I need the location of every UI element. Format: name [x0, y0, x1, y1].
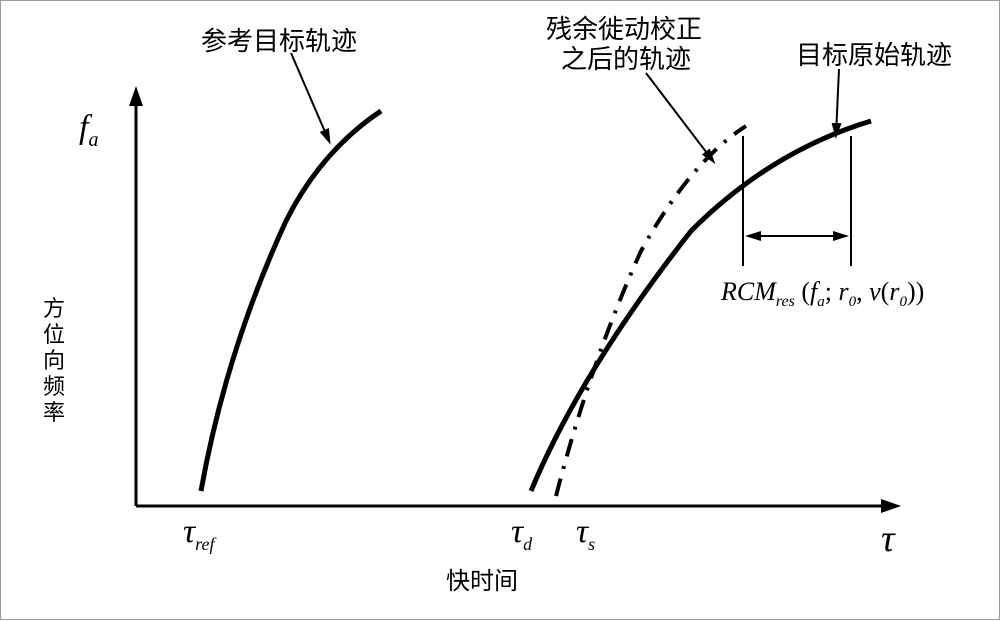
reference-trajectory-curve [201, 111, 381, 491]
corrected-leader-line [646, 73, 713, 161]
tau-ref-main: τ [183, 513, 195, 550]
tau-s-label: τs [576, 513, 595, 555]
x-axis-variable: τ [881, 517, 895, 561]
tau-s-main: τ [576, 513, 588, 550]
tau-ref-sub: ref [195, 534, 214, 554]
original-leader-line [836, 69, 839, 135]
corrected-label-line2: 之后的轨迹 [561, 39, 691, 76]
corrected-trajectory-curve [556, 126, 746, 496]
tau-s-sub: s [588, 534, 595, 554]
y-axis-arrow [129, 86, 143, 106]
rcm-label: RCMres (fa; r0, v(r0)) [721, 277, 924, 311]
original-label: 目标原始轨迹 [796, 35, 952, 72]
y-axis-cn-5: 率 [43, 395, 65, 427]
tau-d-label: τd [511, 513, 532, 555]
tau-ref-label: τref [183, 513, 215, 555]
tau-d-main: τ [511, 513, 523, 550]
tau-d-sub: d [523, 534, 532, 554]
x-axis-arrow [881, 499, 901, 513]
y-axis-var-sub: a [88, 129, 98, 151]
reference-leader-line [291, 53, 329, 141]
x-axis-cn: 快时间 [446, 561, 518, 596]
y-axis-variable: fa [79, 109, 98, 152]
diagram-container: 参考目标轨迹 残余徙动校正 之后的轨迹 目标原始轨迹 fa 方 位 向 频 率 … [0, 0, 1000, 620]
reference-label: 参考目标轨迹 [201, 21, 357, 58]
